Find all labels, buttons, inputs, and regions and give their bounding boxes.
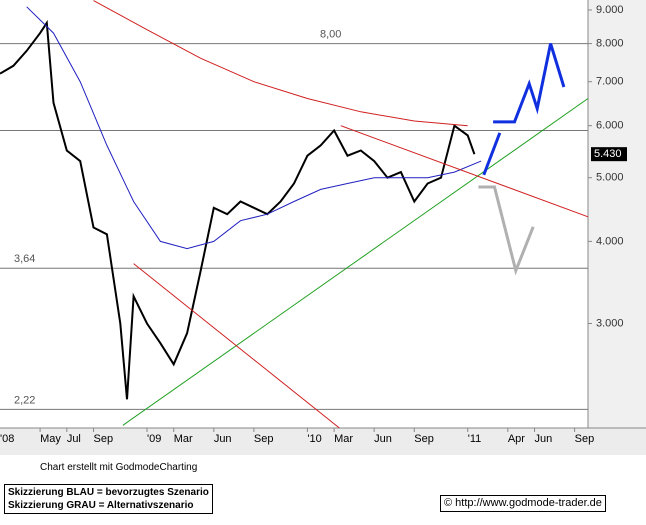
legend-box: Skizzierung BLAU = bevorzugtes Szenario …: [4, 484, 213, 514]
x-tick-label: Apr: [508, 433, 525, 445]
x-tick-label: '09: [147, 433, 161, 445]
x-tick-label: Jun: [374, 433, 392, 445]
x-tick-label: '10: [307, 433, 321, 445]
level-label: 3,64: [14, 253, 35, 265]
x-tick-label: Mar: [334, 433, 353, 445]
y-tick-label: 7.000: [596, 76, 624, 88]
x-tick-label: '08: [0, 433, 14, 445]
x-tick-label: Jun: [214, 433, 232, 445]
x-axis-panel: [0, 428, 646, 455]
axis-panel: [588, 0, 646, 455]
series-line: [482, 132, 502, 176]
series-line: [26, 6, 482, 250]
x-tick-label: Mar: [174, 433, 193, 445]
x-tick-label: Sep: [254, 433, 274, 445]
x-tick-label: May: [40, 433, 61, 445]
last-price-label: 5.430: [594, 148, 622, 160]
series-line: [493, 43, 566, 124]
series-line: [133, 263, 340, 429]
y-tick-label: 4.000: [596, 235, 624, 247]
url: © http://www.godmode-trader.de: [440, 495, 606, 512]
legend-line: Skizzierung BLAU = bevorzugtes Szenario: [8, 487, 209, 498]
x-tick-label: Sep: [94, 433, 114, 445]
credit: Chart erstellt mit GodmodeCharting: [40, 462, 198, 473]
x-tick-label: Sep: [414, 433, 434, 445]
x-tick-label: Jun: [535, 433, 553, 445]
last-price-box: [591, 147, 627, 162]
level-label: 8,00: [320, 28, 341, 40]
x-tick-label: '11: [468, 433, 482, 445]
x-tick-label: Jul: [67, 433, 81, 445]
y-tick-label: 8.000: [596, 37, 624, 49]
y-tick-label: 9.000: [596, 4, 624, 16]
series-line: [478, 185, 535, 276]
series-line: [340, 125, 589, 218]
chart: 3.000 4.000 5.000 6.000 7.000 8.000 9.000 '08 Ma…: [0, 0, 646, 455]
series-line: [122, 98, 589, 426]
series-line: [0, 19, 476, 400]
series-line: [93, 0, 468, 127]
level-label: 2,22: [14, 394, 35, 406]
y-tick-label: 3.000: [596, 317, 624, 329]
y-tick-label: 6.000: [596, 120, 624, 132]
y-tick-label: 5.000: [596, 172, 624, 184]
legend-line: Skizzierung GRAU = Alternativszenario: [8, 500, 194, 511]
x-tick-label: Sep: [575, 433, 595, 445]
